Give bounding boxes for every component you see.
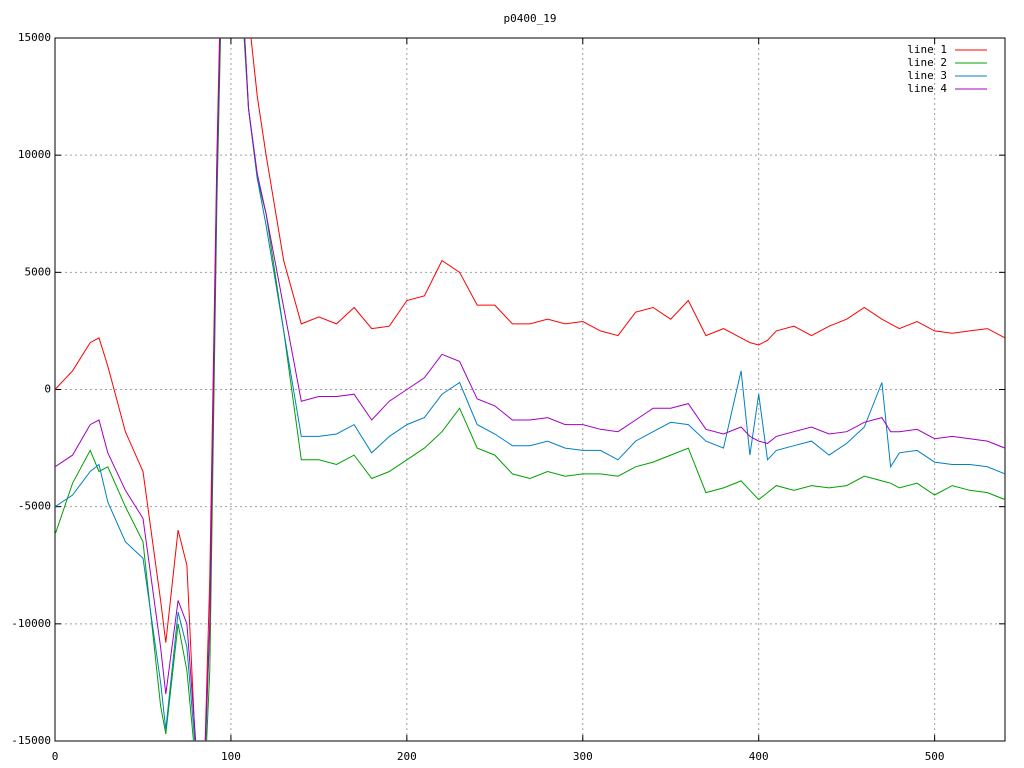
x-tick-label: 400 xyxy=(749,750,769,763)
x-tick-label: 300 xyxy=(573,750,593,763)
data-line xyxy=(55,38,1005,741)
y-tick-label: 5000 xyxy=(25,265,52,278)
data-line xyxy=(55,38,1005,741)
y-tick-label: 10000 xyxy=(18,148,51,161)
y-tick-label: 15000 xyxy=(18,31,51,44)
legend-label: line 3 xyxy=(907,69,947,82)
legend-label: line 1 xyxy=(907,43,947,56)
data-line xyxy=(55,38,1005,741)
x-tick-label: 100 xyxy=(221,750,241,763)
x-tick-label: 0 xyxy=(52,750,59,763)
data-line xyxy=(55,38,1005,741)
legend-label: line 4 xyxy=(907,82,947,95)
chart-title: p0400_19 xyxy=(504,12,557,25)
y-tick-label: -10000 xyxy=(11,617,51,630)
y-tick-label: -15000 xyxy=(11,734,51,747)
y-tick-label: -5000 xyxy=(18,500,51,513)
x-tick-label: 500 xyxy=(925,750,945,763)
x-tick-label: 200 xyxy=(397,750,417,763)
plot-area xyxy=(55,38,1005,741)
legend-label: line 2 xyxy=(907,56,947,69)
y-tick-label: 0 xyxy=(44,383,51,396)
